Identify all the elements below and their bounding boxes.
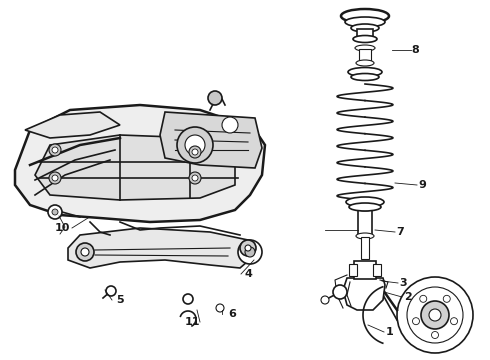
Circle shape [52,147,58,153]
Ellipse shape [351,73,379,81]
Circle shape [185,135,205,155]
Circle shape [189,172,201,184]
Circle shape [238,240,262,264]
Ellipse shape [341,9,389,23]
Ellipse shape [346,197,384,207]
Text: 3: 3 [399,278,407,288]
Circle shape [413,318,419,325]
Circle shape [177,127,213,163]
Ellipse shape [348,68,382,77]
Circle shape [429,309,441,321]
Circle shape [420,295,427,302]
Circle shape [49,144,61,156]
Circle shape [192,149,198,155]
Text: 4: 4 [244,269,252,279]
Circle shape [48,205,62,219]
Circle shape [443,295,450,302]
Bar [357,29,373,39]
Circle shape [216,304,224,312]
Circle shape [183,294,193,304]
Polygon shape [35,135,235,200]
Circle shape [106,286,116,296]
Polygon shape [160,112,262,168]
Circle shape [52,209,58,215]
Bar [361,237,369,259]
Circle shape [397,277,473,353]
Text: 5: 5 [116,295,124,305]
Bar [358,208,372,236]
Text: 8: 8 [411,45,419,55]
Circle shape [321,296,329,304]
Circle shape [407,287,463,343]
Bar [354,261,376,279]
Ellipse shape [356,233,374,239]
Text: 7: 7 [396,227,404,237]
Circle shape [81,248,89,256]
Circle shape [245,245,251,251]
Circle shape [240,240,256,256]
Text: 9: 9 [418,180,426,190]
Text: 10: 10 [54,223,70,233]
Text: 11: 11 [184,317,200,327]
Circle shape [189,146,201,158]
Bar [359,49,371,63]
Bar [373,264,381,276]
Ellipse shape [353,36,377,42]
Circle shape [76,243,94,261]
Text: 1: 1 [386,327,394,337]
Text: 2: 2 [404,292,412,302]
Ellipse shape [349,203,381,211]
Ellipse shape [355,45,375,51]
Polygon shape [68,228,255,268]
Polygon shape [25,112,120,138]
Circle shape [421,301,449,329]
Circle shape [208,91,222,105]
Circle shape [333,285,347,299]
Circle shape [245,247,255,257]
Polygon shape [15,105,265,222]
Circle shape [432,332,439,338]
Circle shape [192,175,198,181]
Circle shape [49,172,61,184]
Polygon shape [343,278,385,310]
Ellipse shape [356,60,374,66]
Text: 6: 6 [228,309,236,319]
Ellipse shape [345,17,385,27]
Circle shape [52,175,58,181]
Ellipse shape [351,24,379,32]
Circle shape [222,117,238,133]
Ellipse shape [356,205,374,211]
Bar [349,264,357,276]
Circle shape [450,318,458,325]
